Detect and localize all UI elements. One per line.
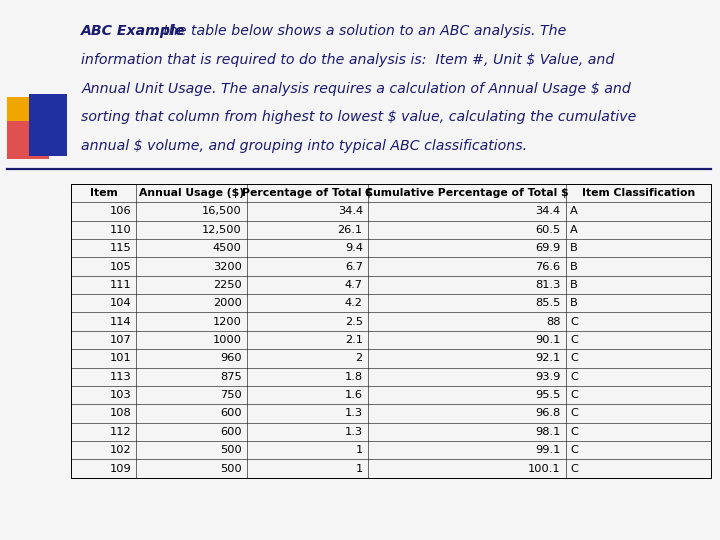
- Text: 95.5: 95.5: [535, 390, 561, 400]
- Text: 101: 101: [109, 353, 131, 363]
- Text: 96.8: 96.8: [536, 408, 561, 418]
- Text: 106: 106: [109, 206, 131, 217]
- Text: 107: 107: [109, 335, 131, 345]
- Text: 26.1: 26.1: [338, 225, 363, 235]
- Text: 108: 108: [109, 408, 131, 418]
- Text: 2000: 2000: [213, 298, 242, 308]
- Text: 81.3: 81.3: [535, 280, 561, 290]
- Text: Item: Item: [89, 188, 117, 198]
- Text: C: C: [570, 463, 578, 474]
- Text: Item Classification: Item Classification: [582, 188, 696, 198]
- Text: 500: 500: [220, 463, 242, 474]
- Text: A: A: [570, 206, 577, 217]
- Text: 112: 112: [109, 427, 131, 437]
- Text: 1.3: 1.3: [345, 427, 363, 437]
- Text: C: C: [570, 353, 578, 363]
- Text: : the table below shows a solution to an ABC analysis. The: : the table below shows a solution to an…: [154, 24, 567, 38]
- Text: 1.6: 1.6: [345, 390, 363, 400]
- Text: 115: 115: [109, 243, 131, 253]
- Text: B: B: [570, 261, 577, 272]
- Text: C: C: [570, 335, 578, 345]
- Text: 4.2: 4.2: [345, 298, 363, 308]
- Text: Annual Usage ($): Annual Usage ($): [139, 188, 244, 198]
- Text: sorting that column from highest to lowest $ value, calculating the cumulative: sorting that column from highest to lowe…: [81, 110, 636, 124]
- Text: 100.1: 100.1: [528, 463, 561, 474]
- Text: B: B: [570, 280, 577, 290]
- Text: information that is required to do the analysis is:  Item #, Unit $ Value, and: information that is required to do the a…: [81, 53, 615, 67]
- Text: 1200: 1200: [213, 316, 242, 327]
- Text: 4.7: 4.7: [345, 280, 363, 290]
- Text: 111: 111: [109, 280, 131, 290]
- Text: C: C: [570, 390, 578, 400]
- Text: 60.5: 60.5: [536, 225, 561, 235]
- Text: 109: 109: [109, 463, 131, 474]
- Bar: [7, 120, 49, 159]
- Text: 12,500: 12,500: [202, 225, 242, 235]
- Text: 600: 600: [220, 408, 242, 418]
- Text: 16,500: 16,500: [202, 206, 242, 217]
- Text: 98.1: 98.1: [535, 427, 561, 437]
- Text: 114: 114: [109, 316, 131, 327]
- Text: 90.1: 90.1: [535, 335, 561, 345]
- Text: 76.6: 76.6: [536, 261, 561, 272]
- Text: 1: 1: [356, 463, 363, 474]
- Bar: [29, 94, 68, 157]
- Text: C: C: [570, 445, 578, 455]
- Bar: [71, 184, 711, 478]
- Text: 93.9: 93.9: [535, 372, 561, 382]
- Text: 3200: 3200: [213, 261, 242, 272]
- Text: 4500: 4500: [213, 243, 242, 253]
- Text: 88: 88: [546, 316, 561, 327]
- Text: ABC Example: ABC Example: [81, 24, 186, 38]
- Text: C: C: [570, 372, 578, 382]
- Text: Percentage of Total $: Percentage of Total $: [242, 188, 373, 198]
- Text: 92.1: 92.1: [536, 353, 561, 363]
- Text: 750: 750: [220, 390, 242, 400]
- Text: 2250: 2250: [213, 280, 242, 290]
- Text: annual $ volume, and grouping into typical ABC classifications.: annual $ volume, and grouping into typic…: [81, 139, 528, 153]
- Text: 1.8: 1.8: [345, 372, 363, 382]
- Text: 600: 600: [220, 427, 242, 437]
- Text: C: C: [570, 408, 578, 418]
- Text: 105: 105: [109, 261, 131, 272]
- Text: 2: 2: [356, 353, 363, 363]
- Text: 113: 113: [109, 372, 131, 382]
- Text: 69.9: 69.9: [536, 243, 561, 253]
- Bar: [7, 97, 49, 136]
- Text: 1: 1: [356, 445, 363, 455]
- Text: 1000: 1000: [213, 335, 242, 345]
- Text: C: C: [570, 427, 578, 437]
- Text: B: B: [570, 243, 577, 253]
- Text: 2.5: 2.5: [345, 316, 363, 327]
- Text: 6.7: 6.7: [345, 261, 363, 272]
- Text: 34.4: 34.4: [338, 206, 363, 217]
- Text: 1.3: 1.3: [345, 408, 363, 418]
- Text: 102: 102: [109, 445, 131, 455]
- Text: 9.4: 9.4: [345, 243, 363, 253]
- Text: 960: 960: [220, 353, 242, 363]
- Text: 500: 500: [220, 445, 242, 455]
- Text: 104: 104: [109, 298, 131, 308]
- Text: B: B: [570, 298, 577, 308]
- Text: 2.1: 2.1: [345, 335, 363, 345]
- Text: 34.4: 34.4: [536, 206, 561, 217]
- Text: 875: 875: [220, 372, 242, 382]
- Text: 110: 110: [109, 225, 131, 235]
- Text: 85.5: 85.5: [535, 298, 561, 308]
- Text: Cumulative Percentage of Total $: Cumulative Percentage of Total $: [365, 188, 569, 198]
- Text: A: A: [570, 225, 577, 235]
- Text: 99.1: 99.1: [535, 445, 561, 455]
- Text: Annual Unit Usage. The analysis requires a calculation of Annual Usage $ and: Annual Unit Usage. The analysis requires…: [81, 82, 631, 96]
- Text: C: C: [570, 316, 578, 327]
- Text: 103: 103: [109, 390, 131, 400]
